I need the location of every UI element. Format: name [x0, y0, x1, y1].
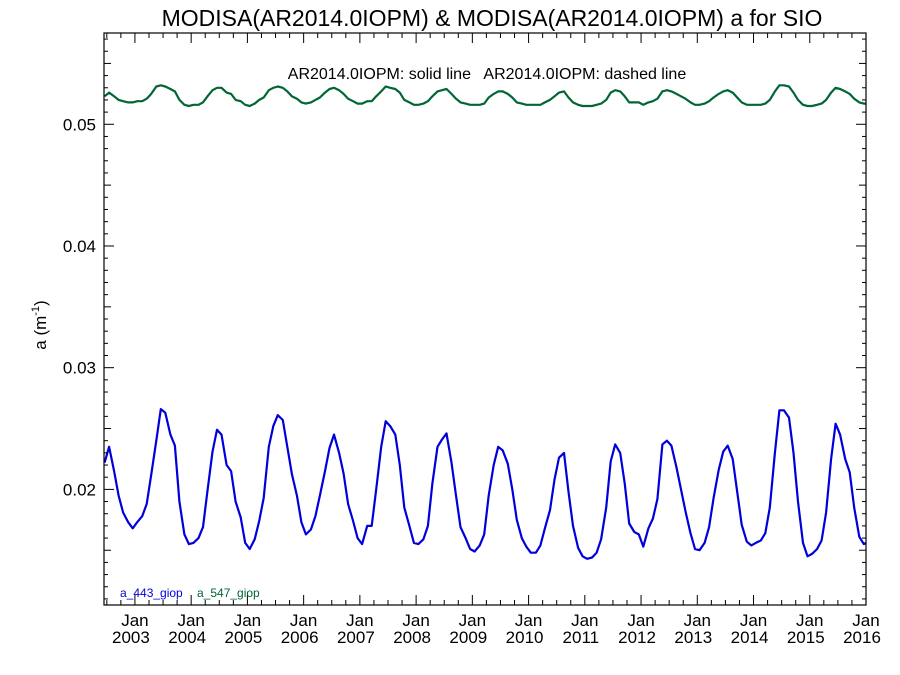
x-tick-label-month-8: Jan [571, 611, 598, 630]
x-tick-label-year-7: 2010 [506, 628, 544, 647]
x-tick-label-year-6: 2009 [449, 628, 487, 647]
x-tick-label-month-5: Jan [402, 611, 429, 630]
x-tick-label-year-3: 2006 [281, 628, 319, 647]
chart-title: MODISA(AR2014.0IOPM) & MODISA(AR2014.0IO… [162, 5, 823, 31]
x-tick-label-month-11: Jan [740, 611, 767, 630]
x-tick-label-month-2: Jan [234, 611, 261, 630]
x-tick-label-year-1: 2004 [168, 628, 206, 647]
x-tick-label-month-1: Jan [177, 611, 204, 630]
y-axis-label-sup: -1 [30, 306, 42, 316]
chart-annotation: AR2014.0IOPM: solid line AR2014.0IOPM: d… [288, 66, 687, 83]
series-line-0 [103, 408, 867, 560]
x-tick-label-month-10: Jan [684, 611, 711, 630]
legend-entry-a443: a_443_giop [120, 586, 183, 600]
x-tick-label-year-13: 2016 [843, 628, 881, 647]
x-tick-label-month-13: Jan [852, 611, 879, 630]
x-tick-label-year-2: 2005 [224, 628, 262, 647]
x-tick-label-year-11: 2014 [731, 628, 769, 647]
x-tick-label-month-7: Jan [515, 611, 542, 630]
x-tick-label-month-4: Jan [346, 611, 373, 630]
y-tick-label-2: 0.04 [63, 237, 96, 256]
x-tick-label-year-12: 2015 [787, 628, 825, 647]
x-tick-label-year-4: 2007 [337, 628, 375, 647]
legend: a_443_giop a_547_giop [120, 586, 260, 600]
y-axis-label-base: a (m [31, 316, 50, 350]
x-tick-label-month-0: Jan [121, 611, 148, 630]
y-tick-label-3: 0.05 [63, 115, 96, 134]
legend-entry-a547: a_547_giop [197, 586, 260, 600]
x-tick-label-month-6: Jan [459, 611, 486, 630]
x-tick-label-year-10: 2013 [674, 628, 712, 647]
plot-marks [103, 84, 867, 560]
y-tick-label-1: 0.03 [63, 359, 96, 378]
x-tick-label-year-0: 2003 [112, 628, 150, 647]
x-tick-label-year-9: 2012 [618, 628, 656, 647]
y-axis-label: a (m-1) [30, 300, 50, 349]
y-tick-label-0: 0.02 [63, 480, 96, 499]
x-tick-label-month-12: Jan [796, 611, 823, 630]
x-tick-label-year-5: 2008 [393, 628, 431, 647]
x-tick-label-year-8: 2011 [563, 628, 600, 647]
series-line-1 [103, 84, 866, 108]
y-axis-label-close: ) [31, 300, 50, 306]
x-tick-label-month-9: Jan [627, 611, 654, 630]
axis-ticks: 0.020.030.040.05Jan2003Jan2004Jan2005Jan… [63, 33, 881, 647]
x-tick-label-month-3: Jan [290, 611, 317, 630]
